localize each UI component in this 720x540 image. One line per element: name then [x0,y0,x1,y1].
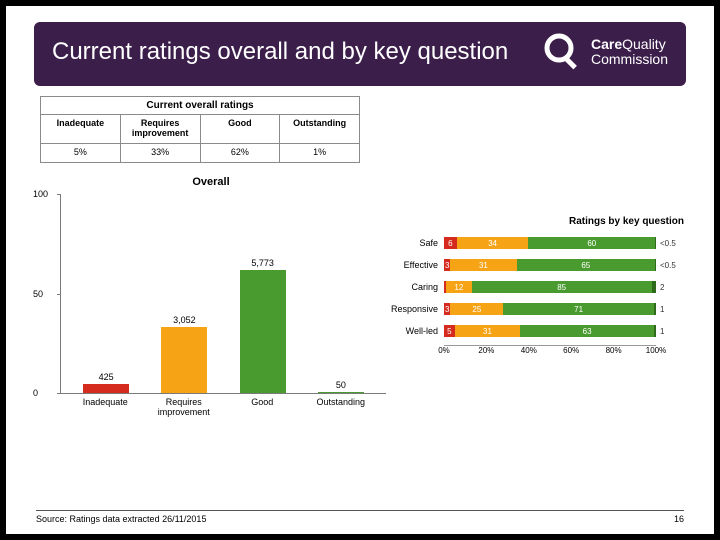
y-tick-label: 100 [33,189,48,199]
kq-x-tick: 20% [478,346,494,355]
slide-title: Current ratings overall and by key quest… [52,38,508,66]
kq-row: Well-led531631 [384,323,684,339]
overall-x-axis: InadequateRequires improvementGoodOutsta… [60,394,386,418]
kq-row: Responsive325711 [384,301,684,317]
bar: 3,052 [145,194,223,393]
table-header-row: InadequateRequires improvementGoodOutsta… [40,115,360,144]
table-title: Current overall ratings [40,96,360,115]
logo-bold: Care [591,36,622,52]
table-header-cell: Inadequate [40,115,121,144]
kq-segment [654,303,656,315]
kq-row-label: Responsive [384,304,444,314]
kq-stacked-bar: 63460 [444,237,656,249]
kq-segment: 63 [520,325,654,337]
kq-end-label: 1 [656,327,684,336]
kq-stacked-bar: 33165 [444,259,656,271]
page-number: 16 [674,514,684,524]
logo-text: CareQuality Commission [591,37,668,68]
kq-segment: 31 [455,325,521,337]
bar-value-label: 425 [99,372,114,382]
overall-plot-area: 4253,0525,77350 050100 [60,194,386,394]
kq-stacked-bar: 1285 [444,281,656,293]
ratings-table: Current overall ratings InadequateRequir… [40,96,360,163]
overall-chart-title: Overall [36,176,386,188]
table-value-cell: 5% [40,144,121,163]
kq-segment [655,237,656,249]
source-text: Source: Ratings data extracted 26/11/201… [36,514,206,524]
cqc-logo: CareQuality Commission [543,32,668,72]
kq-segment: 85 [472,281,652,293]
kq-x-tick: 0% [438,346,450,355]
x-category: Inadequate [66,394,145,418]
bar: 425 [67,194,145,393]
x-category: Good [223,394,302,418]
kq-row-label: Well-led [384,326,444,336]
table-value-cell: 1% [280,144,360,163]
kq-segment: 60 [528,237,655,249]
kq-x-tick: 100% [646,346,666,355]
kq-segment: 71 [503,303,654,315]
logo-line2: Commission [591,52,668,67]
bar: 50 [302,194,380,393]
bar-value-label: 50 [336,380,346,390]
kq-segment: 65 [517,259,656,271]
slide-header: Current ratings overall and by key quest… [34,22,686,86]
kq-row-label: Safe [384,238,444,248]
kq-row: Caring12852 [384,279,684,295]
kq-row-label: Effective [384,260,444,270]
kq-segment: 25 [450,303,503,315]
table-value-cell: 33% [121,144,201,163]
kq-end-label: <0.5 [656,261,684,270]
kq-stacked-bar: 53163 [444,325,656,337]
kq-x-axis: 0%20%40%60%80%100% [444,345,656,359]
x-category: Requires improvement [145,394,224,418]
kq-title: Ratings by key question [384,216,684,227]
y-tick-label: 50 [33,289,43,299]
magnifier-q-icon [543,32,583,72]
table-value-cell: 62% [201,144,281,163]
kq-x-tick: 40% [521,346,537,355]
bar-value-label: 5,773 [251,258,274,268]
kq-segment: 31 [450,259,516,271]
kq-segment [654,325,656,337]
kq-row-label: Caring [384,282,444,292]
kq-x-tick: 60% [563,346,579,355]
table-value-row: 5%33%62%1% [40,144,360,163]
x-category: Outstanding [302,394,381,418]
kq-segment: 5 [444,325,455,337]
kq-row: Effective33165<0.5 [384,257,684,273]
kq-row: Safe63460<0.5 [384,235,684,251]
table-header-cell: Good [201,115,281,144]
kq-segment [655,259,656,271]
table-header-cell: Outstanding [280,115,360,144]
y-tick-label: 0 [33,388,38,398]
logo-light: Quality [622,36,666,52]
kq-end-label: <0.5 [656,239,684,248]
key-question-chart: Ratings by key question Safe63460<0.5Eff… [384,216,684,359]
kq-x-tick: 80% [606,346,622,355]
footer: Source: Ratings data extracted 26/11/201… [36,510,684,524]
kq-end-label: 1 [656,305,684,314]
overall-bar-chart: Overall 425 3,052 5,773 50 0 50 100 Inadequat… [36,176,386,446]
kq-segment: 34 [457,237,529,249]
kq-segment: 6 [444,237,457,249]
kq-end-label: 2 [656,283,684,292]
kq-segment: 12 [446,281,471,293]
table-header-cell: Requires improvement [121,115,201,144]
bar-value-label: 3,052 [173,315,196,325]
bar: 5,773 [224,194,302,393]
kq-stacked-bar: 32571 [444,303,656,315]
kq-segment [652,281,656,293]
